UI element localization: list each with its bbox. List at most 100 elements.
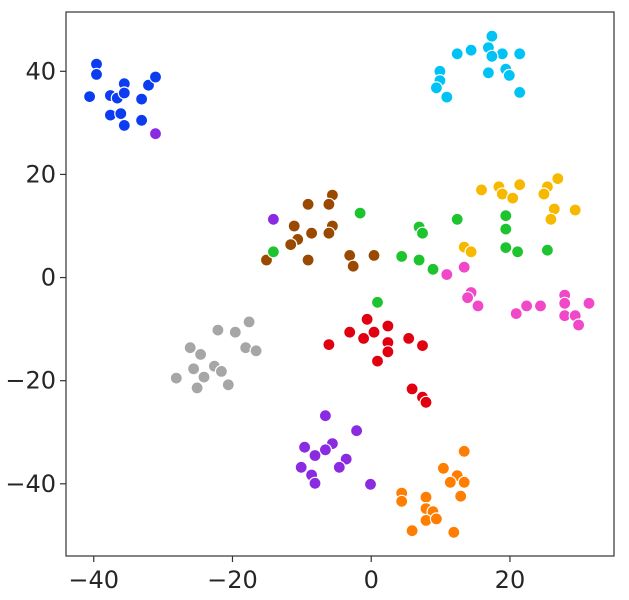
series-8 [322,312,433,409]
y-tick-label: 0 [41,264,56,292]
data-point [322,197,336,211]
data-point [426,262,440,276]
data-point [485,49,499,63]
data-point [135,113,149,127]
data-point [502,68,516,83]
y-tick-label: −40 [5,470,56,498]
data-point [301,197,315,211]
data-point [419,490,433,504]
data-point [298,440,312,454]
data-point [370,354,385,368]
data-point [568,203,582,217]
data-point [305,226,319,240]
data-point [318,443,332,457]
data-point [148,127,163,141]
data-point [457,260,471,274]
data-point [419,395,433,409]
series-9 [169,315,263,395]
data-point [367,325,381,339]
data-point [287,219,301,233]
data-point [481,66,495,80]
data-point [450,212,464,226]
data-point [343,325,357,339]
data-point [402,331,416,345]
data-point [519,299,534,313]
series-4 [259,188,381,273]
data-point [308,476,322,490]
series-2 [429,29,527,104]
data-point [148,70,163,84]
data-point [135,92,149,106]
data-point [187,362,201,376]
data-point [266,245,280,259]
data-point [558,296,572,310]
data-point [395,494,409,508]
x-tick-label: −40 [68,566,119,594]
data-point [284,238,298,252]
y-tick-label: −20 [5,367,56,395]
data-point [471,299,485,313]
data-point [443,475,457,489]
data-point [294,460,308,474]
data-point [360,312,374,326]
data-point [322,226,336,240]
series-5 [266,206,555,309]
data-point [350,424,364,438]
data-point [211,323,225,337]
data-point [533,299,548,313]
data-point [183,341,197,355]
data-point [117,118,131,133]
data-point [415,226,430,240]
data-point [509,307,523,321]
data-point [405,382,419,396]
data-point [499,209,513,223]
data-point [582,296,596,310]
data-point [447,525,461,539]
data-point [381,319,395,333]
data-point [412,253,426,267]
data-point [367,248,381,262]
data-point [506,191,520,205]
data-point [450,47,464,61]
data-point [194,347,208,361]
series-10 [395,444,471,539]
data-point [454,489,468,503]
data-point [415,339,430,353]
data-point [551,172,565,186]
data-point [266,212,280,226]
data-point [190,381,204,395]
data-point [499,222,513,236]
data-point [485,29,499,43]
data-point [197,370,211,384]
data-point [461,291,475,305]
x-axis-ticks: −40 −20 0 20 [68,556,525,594]
data-point [249,344,263,358]
data-point [429,512,443,526]
data-point [440,90,454,104]
data-point [357,331,371,345]
data-point [513,178,527,192]
series-3 [457,172,582,259]
data-point [429,81,443,95]
data-point [242,315,256,329]
x-tick-label: −20 [207,566,258,594]
data-point [537,187,551,201]
data-point [513,85,527,100]
data-point [405,524,419,538]
series-7 [440,260,596,332]
data-point [395,249,409,263]
x-tick-label: 0 [364,566,379,594]
data-point [332,460,346,474]
data-point [114,106,128,121]
data-point [513,47,527,61]
data-point [381,345,395,359]
data-point [322,338,336,352]
data-point [301,253,315,267]
data-point [343,248,357,262]
plot-area [82,29,596,539]
data-point [474,183,489,197]
data-point [436,461,450,475]
data-point [318,409,332,423]
data-point [228,325,242,339]
plot-frame [65,11,615,557]
